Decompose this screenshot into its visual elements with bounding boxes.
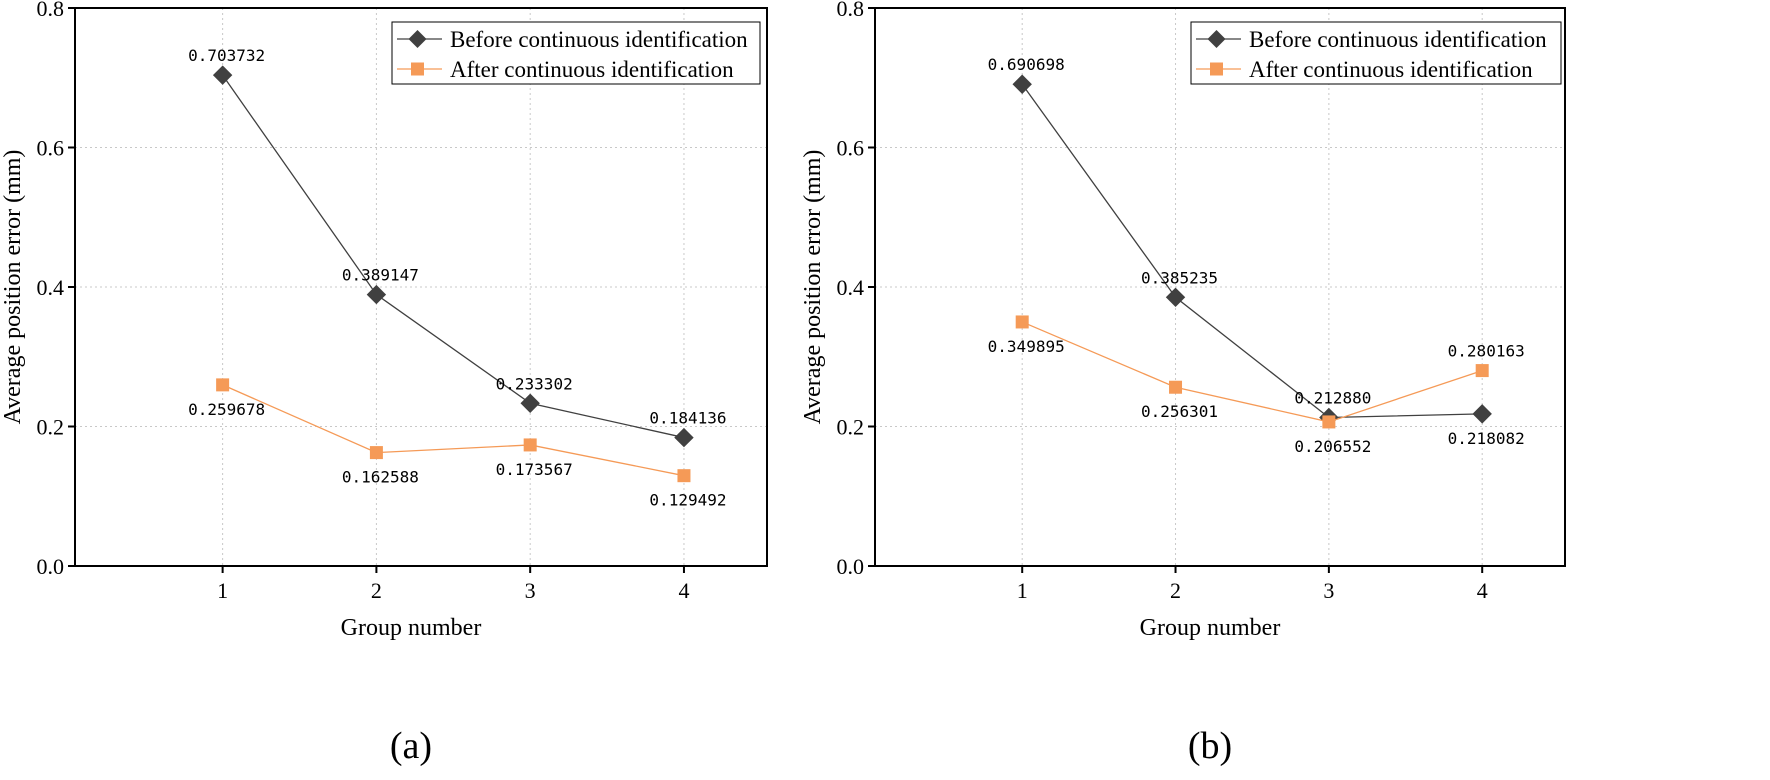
data-point-square xyxy=(369,446,383,460)
data-point-square xyxy=(523,438,537,452)
data-point-diamond xyxy=(212,65,233,85)
x-tick-label: 4 xyxy=(678,578,689,603)
y-axis-title: Average position error (mm) xyxy=(800,150,826,425)
legend-label: Before continuous identification xyxy=(450,27,748,52)
legend-marker-square xyxy=(1210,62,1223,76)
series-before: 0.690698 0.385235 0.212880 0.218082 xyxy=(988,55,1525,448)
y-tick-label: 0.4 xyxy=(37,275,65,300)
y-tick-label: 0.0 xyxy=(837,554,865,579)
data-label: 0.385235 xyxy=(1141,268,1218,287)
data-point-diamond xyxy=(1012,74,1032,94)
y-tick-label: 0.8 xyxy=(37,0,65,21)
panel-label: (a) xyxy=(390,725,432,767)
y-tick-label: 0.6 xyxy=(37,136,65,161)
y-tick-label: 0.2 xyxy=(837,415,865,440)
data-label: 0.349895 xyxy=(988,337,1065,356)
data-label: 0.129492 xyxy=(649,491,726,510)
legend: Before continuous identification After co… xyxy=(391,21,761,85)
data-label: 0.233302 xyxy=(496,374,573,393)
y-axis-title: Average position error (mm) xyxy=(0,150,26,425)
data-point-square xyxy=(1322,415,1336,429)
data-point-square xyxy=(1015,315,1029,329)
data-point-square xyxy=(1169,380,1183,394)
data-label: 0.162588 xyxy=(342,468,419,487)
y-tick-label: 0.8 xyxy=(837,0,865,21)
series-line xyxy=(222,384,685,477)
x-axis-title: Group number xyxy=(1140,615,1281,641)
x-tick-label: 1 xyxy=(1017,578,1028,603)
data-label: 0.280163 xyxy=(1448,342,1525,361)
x-tick-label: 2 xyxy=(371,578,382,603)
legend-marker-diamond xyxy=(408,30,427,48)
x-tick-label: 4 xyxy=(1477,578,1488,603)
legend-label: After continuous identification xyxy=(450,57,734,82)
data-label: 0.184136 xyxy=(649,409,726,428)
data-point-diamond xyxy=(1472,404,1492,424)
legend-item-before: Before continuous identification xyxy=(397,27,748,52)
legend-box xyxy=(1190,21,1562,85)
legend: Before continuous identification After co… xyxy=(1190,21,1562,85)
panel-label: (b) xyxy=(1188,725,1232,767)
data-point-diamond xyxy=(674,427,694,448)
x-tick-label: 3 xyxy=(525,578,536,603)
y-tick-label: 0.6 xyxy=(837,136,865,161)
series-after: 0.349895 0.256301 0.206552 0.280163 xyxy=(988,315,1525,456)
legend-item-before: Before continuous identification xyxy=(1196,27,1547,52)
data-label: 0.259678 xyxy=(188,400,265,419)
data-point-diamond xyxy=(366,284,387,305)
data-point-square xyxy=(216,378,230,392)
x-axis-title: Group number xyxy=(341,615,482,641)
legend-label: After continuous identification xyxy=(1249,57,1533,82)
y-tick-label: 0.4 xyxy=(837,275,865,300)
legend-label: Before continuous identification xyxy=(1249,27,1547,52)
series-line xyxy=(1021,321,1483,423)
data-label: 0.389147 xyxy=(342,266,419,285)
y-tick-label: 0.2 xyxy=(37,415,65,440)
data-label: 0.212880 xyxy=(1294,389,1371,408)
data-point-diamond xyxy=(520,393,540,413)
legend-item-after: After continuous identification xyxy=(397,57,734,82)
chart-panel-b: 0.0 0.2 0.4 0.6 0.8 1 2 3 4 Group number Average p… xyxy=(800,0,1566,767)
series-line xyxy=(222,74,685,439)
legend-item-after: After continuous identification xyxy=(1196,57,1533,82)
series-line xyxy=(1021,83,1483,419)
x-tick-label: 2 xyxy=(1170,578,1181,603)
data-label: 0.173567 xyxy=(496,460,573,479)
data-label: 0.703732 xyxy=(188,46,265,65)
data-label: 0.256301 xyxy=(1141,402,1218,421)
data-point-diamond xyxy=(1165,287,1186,308)
legend-marker-square xyxy=(411,62,424,76)
legend-box xyxy=(391,21,761,85)
series-after: 0.259678 0.162588 0.173567 0.129492 xyxy=(188,378,726,510)
data-label: 0.218082 xyxy=(1448,429,1525,448)
data-label: 0.690698 xyxy=(988,55,1065,74)
data-point-square xyxy=(1475,364,1489,378)
x-tick-label: 3 xyxy=(1323,578,1334,603)
series-before: 0.703732 0.389147 0.233302 0.184136 xyxy=(188,46,726,448)
legend-marker-diamond xyxy=(1207,30,1226,48)
y-tick-label: 0.0 xyxy=(37,554,65,579)
data-label: 0.206552 xyxy=(1294,437,1371,456)
x-tick-label: 1 xyxy=(217,578,228,603)
data-point-square xyxy=(677,469,691,483)
chart-panel-a: 0.0 0.2 0.4 0.6 0.8 1 2 3 4 Group number Average p… xyxy=(0,0,768,767)
